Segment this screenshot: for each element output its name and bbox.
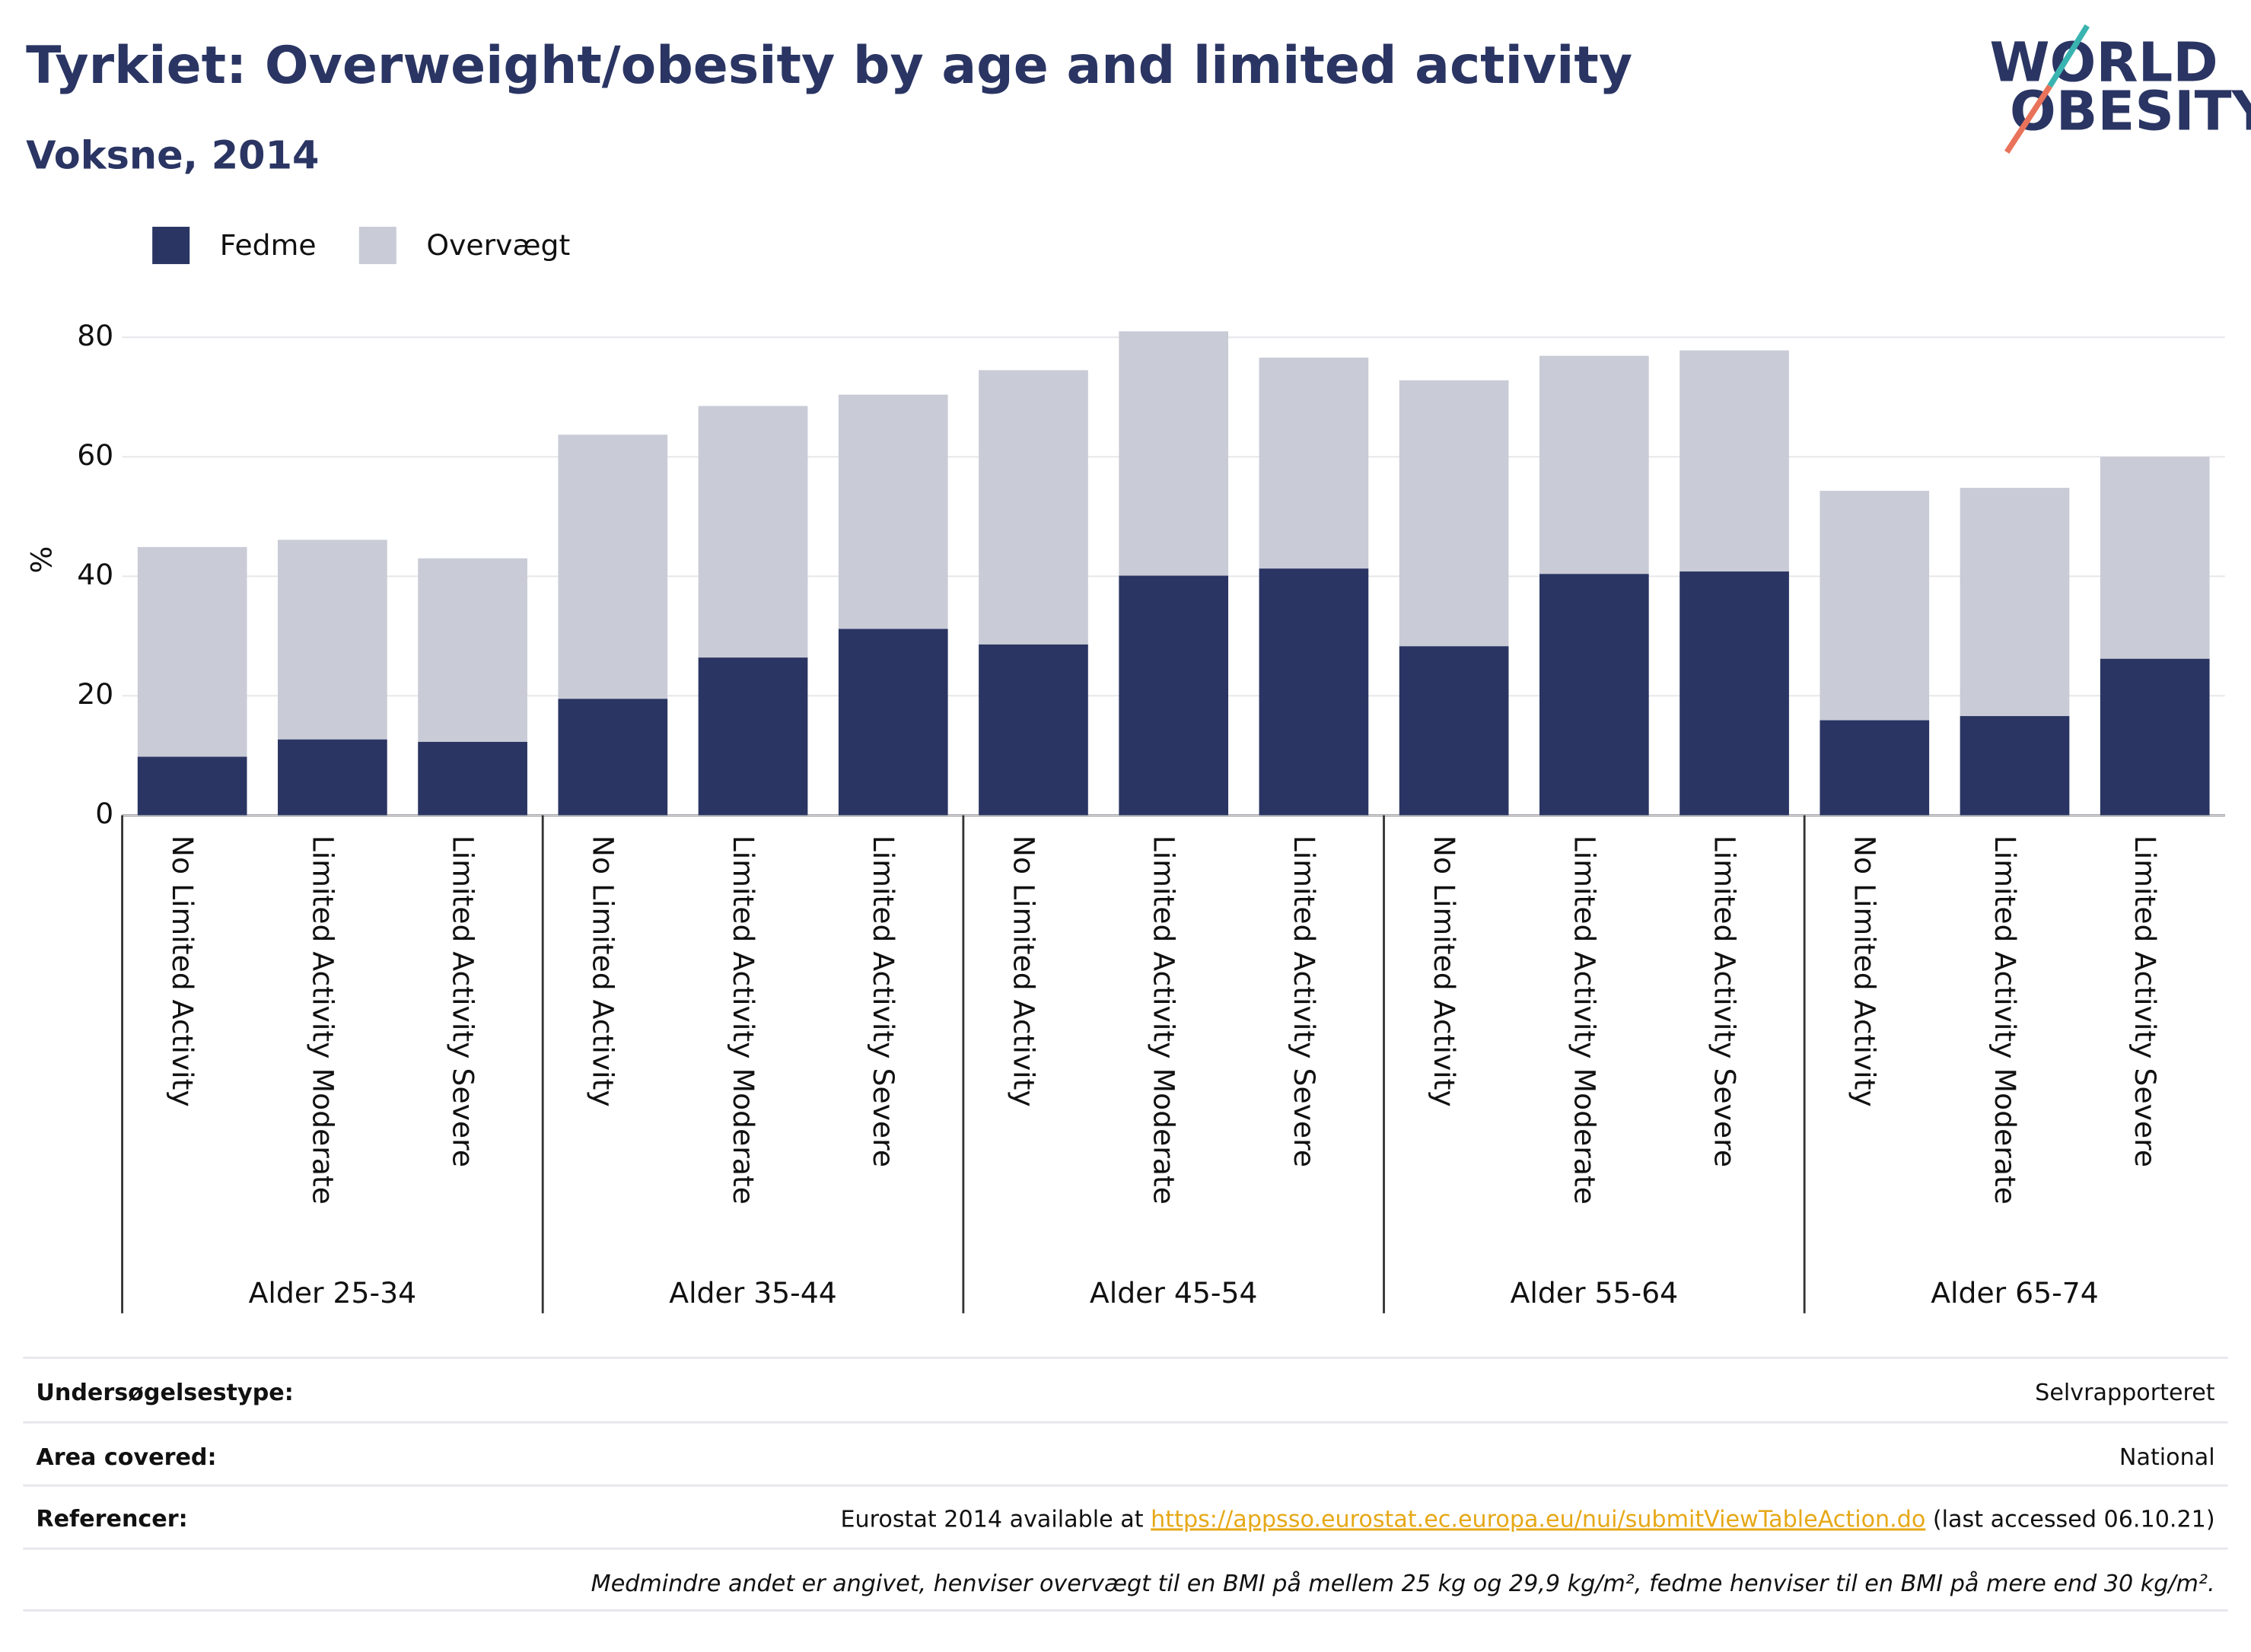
y-tick-label: 20	[77, 677, 113, 711]
bar-segment	[1259, 357, 1369, 569]
x-tick-label: Limited Activity Severe	[2128, 836, 2162, 1167]
x-tick-label: Limited Activity Severe	[1708, 836, 1741, 1167]
bar-segment	[558, 699, 668, 816]
x-tick-label: Limited Activity Moderate	[1568, 836, 1601, 1205]
bar-segment	[278, 739, 387, 816]
x-tick-label: No Limited Activity	[166, 836, 199, 1107]
legend-label: Overvægt	[426, 228, 570, 262]
group-label: Alder 65-74	[1931, 1276, 2099, 1310]
x-tick-label: Limited Activity Severe	[1288, 836, 1321, 1167]
group-label: Alder 25-34	[249, 1276, 417, 1310]
bar-segment	[418, 741, 527, 816]
logo-slash	[2047, 24, 2090, 88]
bar-segment	[1820, 720, 1930, 816]
logo-slash	[2004, 84, 2052, 154]
bar-segment	[1119, 575, 1229, 816]
chart-subtitle: Voksne, 2014	[26, 133, 319, 178]
group-label: Alder 55-64	[1511, 1276, 1679, 1310]
bar-segment	[558, 434, 668, 699]
footer-value: Selvrapporteret	[2035, 1380, 2215, 1406]
bar-segment	[838, 629, 948, 816]
y-axis-label: %	[24, 546, 58, 574]
group-label: Alder 45-54	[1090, 1276, 1258, 1310]
bar-segment	[1539, 355, 1649, 575]
bar-segment	[1399, 380, 1509, 647]
x-tick-label: Limited Activity Moderate	[1148, 836, 1181, 1205]
bar-segment	[278, 540, 387, 740]
x-tick-label: No Limited Activity	[1428, 836, 1461, 1107]
x-tick-label: Limited Activity Moderate	[306, 836, 339, 1205]
x-tick-label: Limited Activity Moderate	[1988, 836, 2022, 1205]
bar-segment	[418, 558, 527, 742]
y-tick-label: 40	[77, 558, 113, 591]
bar-segment	[979, 370, 1088, 645]
bar-segment	[1679, 571, 1789, 816]
x-tick-label: No Limited Activity	[1007, 836, 1040, 1107]
footer-label: Undersøgelsestype:	[36, 1380, 293, 1406]
x-tick-label: No Limited Activity	[587, 836, 620, 1107]
legend-label: Fedme	[220, 228, 317, 262]
footer-note: Medmindre andet er angivet, henviser ove…	[591, 1571, 2215, 1597]
bar-segment	[2100, 457, 2210, 659]
bar-segment	[1259, 568, 1369, 816]
x-tick-label: Limited Activity Moderate	[727, 836, 760, 1205]
reference-text: (last accessed 06.10.21)	[1925, 1506, 2214, 1533]
bar-segment	[1399, 646, 1509, 816]
legend-swatch	[152, 227, 190, 265]
x-tick-label: Limited Activity Severe	[447, 836, 480, 1167]
bar-segment	[1960, 488, 2070, 717]
bar-segment	[1820, 491, 1930, 721]
x-tick-label: No Limited Activity	[1848, 836, 1882, 1107]
bar-segment	[137, 756, 247, 816]
bar-segment	[979, 644, 1088, 816]
legend-swatch	[358, 227, 396, 265]
footer-reference: Eurostat 2014 available at https://appss…	[840, 1506, 2214, 1533]
reference-text: Eurostat 2014 available at	[840, 1506, 1151, 1533]
bar-segment	[698, 406, 808, 658]
footer-label: Referencer:	[36, 1506, 187, 1533]
y-tick-label: 60	[77, 438, 113, 472]
bar-segment	[698, 657, 808, 816]
bar-segment	[1539, 574, 1649, 816]
bar-segment	[1679, 350, 1789, 572]
bar-segment	[1119, 331, 1229, 576]
bar-segment	[1960, 716, 2070, 816]
bar-segment	[137, 546, 247, 757]
y-tick-label: 80	[77, 319, 113, 352]
y-tick-label: 0	[95, 797, 113, 830]
x-tick-label: Limited Activity Severe	[867, 836, 900, 1167]
chart-title: Tyrkiet: Overweight/obesity by age and l…	[26, 36, 1632, 96]
logo-text: WORLD	[1989, 30, 2218, 94]
bar-segment	[838, 394, 948, 629]
bar-segment	[2100, 658, 2210, 816]
footer-label: Area covered:	[36, 1444, 216, 1471]
footer-value: National	[2119, 1444, 2215, 1471]
reference-link[interactable]: https://appsso.eurostat.ec.europa.eu/nui…	[1151, 1506, 1925, 1533]
group-label: Alder 35-44	[669, 1276, 837, 1310]
